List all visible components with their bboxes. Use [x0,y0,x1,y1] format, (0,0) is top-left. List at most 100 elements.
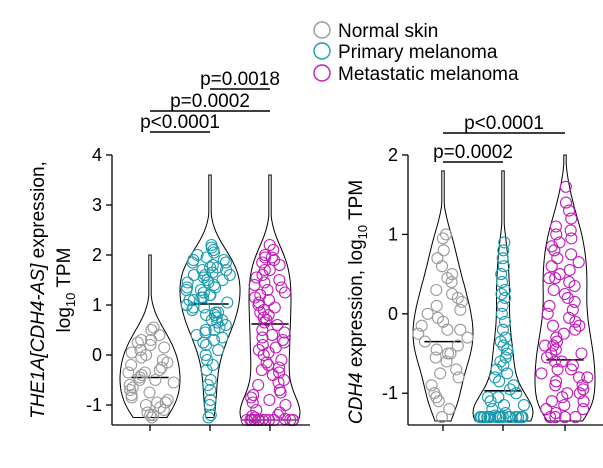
data-point [195,291,208,304]
data-point [435,411,449,424]
data-point [122,366,135,379]
data-point [266,368,279,382]
data-point [153,328,166,342]
data-point [497,359,510,372]
data-point [431,252,444,265]
data-point [272,361,286,374]
data-point [569,323,582,336]
data-point [183,293,196,307]
violin-2 [239,174,301,421]
bracket-p-value: p=0.0018 [200,69,280,90]
data-point [144,333,158,347]
data-point [432,395,445,408]
violin-0 [412,170,474,422]
data-point [269,341,282,354]
data-point [434,367,447,380]
data-point [204,261,217,274]
data-point [247,388,260,402]
data-point [497,244,510,257]
data-point [545,395,558,408]
data-point [507,379,520,392]
data-point [181,276,194,289]
data-point [181,281,194,294]
data-point [559,196,573,209]
data-point [263,393,276,407]
data-point [151,396,164,409]
data-point [565,363,578,376]
data-point [268,301,281,314]
data-point [474,411,487,424]
y-tick-label: 2 [388,145,398,165]
data-point [558,411,571,424]
data-point [430,343,443,356]
data-point [497,399,511,412]
data-point [125,391,138,404]
data-point [557,327,570,340]
data-point [212,343,225,357]
data-point [205,313,218,327]
legend-label-normal: Normal skin [338,21,438,42]
data-point [430,299,443,312]
data-point [437,244,450,257]
data-point [496,299,509,312]
data-point [561,387,574,400]
left-y-axis-label-line2: log10 TPM [54,248,78,333]
y-tick-label: 3 [92,195,102,215]
data-point [559,180,572,193]
data-point [274,386,287,399]
legend-label-metastatic: Metastatic melanoma [338,64,519,85]
data-point [565,248,578,261]
data-point [252,378,265,392]
legend-label-primary: Primary melanoma [338,42,498,63]
left-y-axis-label: THE1A[CDH4-AS] expression, [28,161,49,419]
data-point [278,326,291,339]
data-point [440,355,453,368]
violin-1 [472,170,534,422]
data-point [497,339,510,352]
data-point [563,264,576,277]
data-point [550,335,564,348]
y-tick-label: 2 [92,245,102,265]
y-tick-label: -1 [86,395,102,415]
data-point [492,391,505,404]
data-point [249,291,262,304]
data-point [273,258,286,272]
data-point [549,379,562,392]
data-point [451,339,464,352]
data-point [155,361,168,374]
data-point [246,409,259,423]
data-point [187,301,200,314]
data-point [260,313,273,327]
data-point [256,256,269,269]
data-point [135,351,148,364]
data-point [209,306,222,319]
data-point [205,241,218,254]
data-point [125,346,138,359]
data-point [499,351,512,364]
data-point [461,331,474,344]
data-point [131,336,144,349]
data-point [439,228,453,241]
data-point [563,311,576,324]
bracket-p-value: p<0.0001 [140,112,220,133]
data-point [577,383,590,396]
data-point [216,331,229,344]
data-point [549,272,562,285]
data-point [258,316,271,329]
data-point [496,252,509,265]
data-point [187,253,200,267]
data-point [421,307,434,320]
data-point [246,396,259,409]
data-point [429,351,442,364]
legend: Normal skin Primary melanoma Metastatic … [313,21,519,85]
data-point [498,315,512,328]
data-point [549,411,562,424]
data-point [199,323,212,337]
data-point [262,293,276,307]
y-tick-label: 1 [388,224,398,244]
data-point [217,253,230,267]
data-point [204,408,217,422]
data-point [538,339,552,352]
y-tick-label: 4 [92,145,102,165]
data-point [550,228,563,241]
